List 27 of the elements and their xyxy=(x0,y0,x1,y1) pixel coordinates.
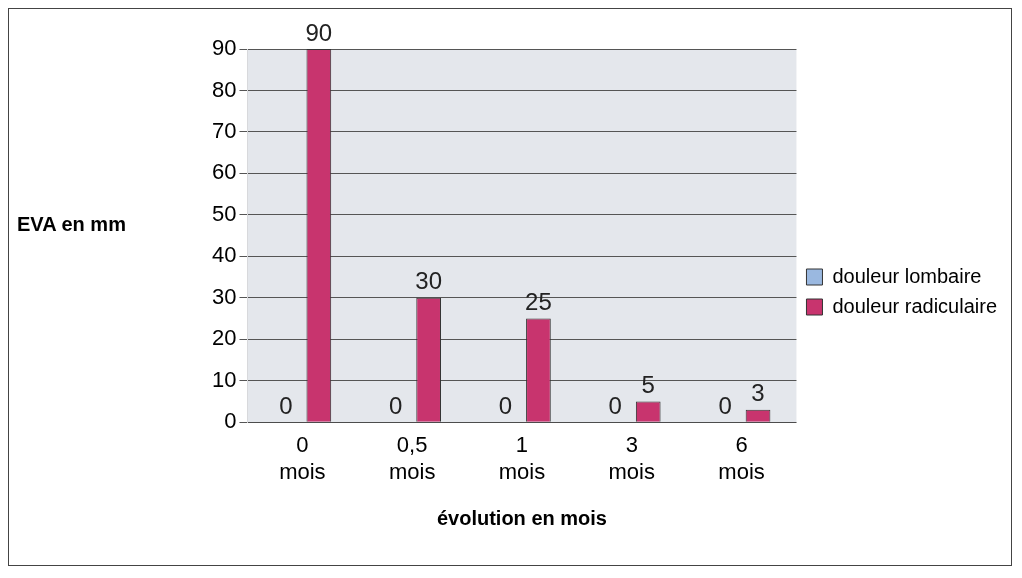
legend-label: douleur lombaire xyxy=(832,264,982,287)
x-tick-label: 0 mois xyxy=(279,432,326,484)
data-label: 0 xyxy=(718,391,732,419)
y-tick-label: 40 xyxy=(211,242,237,268)
x-tick-label: 3 mois xyxy=(608,432,655,484)
x-axis-title: évolution en mois xyxy=(436,506,607,529)
y-tick-label: 80 xyxy=(211,76,237,102)
y-tick-label: 10 xyxy=(211,366,237,392)
y-tick-label: 30 xyxy=(211,283,237,309)
y-tick-label: 50 xyxy=(211,200,237,226)
y-axis-title: EVA en mm xyxy=(17,213,126,236)
data-label: 90 xyxy=(305,18,333,46)
data-label: 3 xyxy=(751,379,765,407)
data-label: 0 xyxy=(279,391,293,419)
data-label: 0 xyxy=(608,391,622,419)
y-tick-label: 70 xyxy=(211,118,237,143)
y-tick-label: 90 xyxy=(211,35,237,61)
y-tick-label: 20 xyxy=(211,325,237,351)
x-tick-label: 1 mois xyxy=(498,432,546,484)
data-label: 0 xyxy=(389,391,403,419)
data-label: 0 xyxy=(498,391,513,419)
x-tick-label: 6 mois xyxy=(718,432,765,484)
y-tick-label: 60 xyxy=(211,159,237,185)
x-tick-label: 0,5 mois xyxy=(388,432,436,484)
y-tick-label: 0 xyxy=(224,408,237,434)
legend-label: douleur radiculaire xyxy=(832,294,998,317)
data-label: 30 xyxy=(415,267,442,295)
